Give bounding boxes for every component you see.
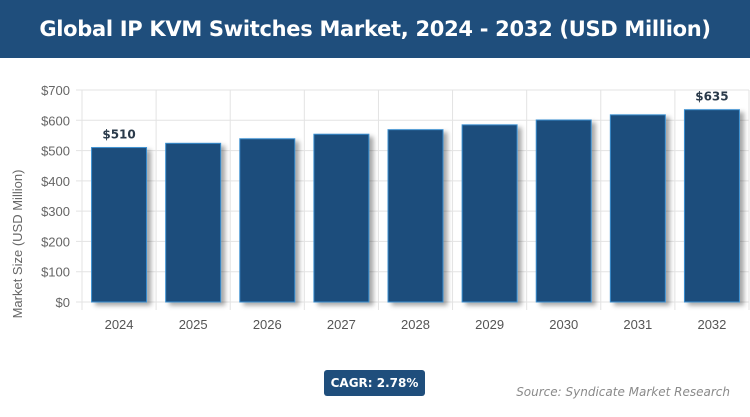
- y-tick-label: $400: [41, 174, 70, 189]
- x-tick-label: 2030: [549, 317, 578, 332]
- bar-chart: Market Size (USD Million) $0 $100 $200 $300…: [10, 83, 750, 332]
- x-tick-label: 2031: [623, 317, 652, 332]
- x-tick-label: 2029: [475, 317, 504, 332]
- bar-2025: [165, 142, 222, 303]
- y-tick-label: $200: [41, 234, 70, 249]
- title-bar: Global IP KVM Switches Market, 2024 - 20…: [0, 0, 750, 58]
- y-axis-label: Market Size (USD Million): [10, 170, 25, 319]
- x-tick-label: 2024: [105, 317, 134, 332]
- bar-2031: [609, 114, 666, 303]
- data-label: $510: [102, 128, 135, 142]
- bar-2030: [535, 119, 592, 303]
- y-tick-label: $100: [41, 265, 70, 280]
- x-tick-label: 2032: [697, 317, 726, 332]
- y-tick-label: $300: [41, 204, 70, 219]
- x-tick-label: 2027: [327, 317, 356, 332]
- bar-2028: [387, 129, 444, 303]
- bar-2026: [239, 138, 296, 303]
- chart-title: Global IP KVM Switches Market, 2024 - 20…: [39, 17, 711, 41]
- x-tick-label: 2028: [401, 317, 430, 332]
- y-tick-label: $500: [41, 144, 70, 159]
- cagr-badge: CAGR: 2.78%: [324, 370, 425, 396]
- source-note: Source: Syndicate Market Research: [516, 385, 730, 399]
- y-tick-label: $0: [56, 295, 70, 310]
- bar-2027: [313, 133, 370, 303]
- y-tick-label: $700: [41, 83, 70, 98]
- data-label: $635: [695, 90, 728, 104]
- x-tick-label: 2026: [253, 317, 282, 332]
- x-tick-label: 2025: [179, 317, 208, 332]
- y-tick-label: $600: [41, 113, 70, 128]
- bar-2032: [683, 109, 740, 303]
- bar-2029: [461, 124, 518, 303]
- bar-2024: [91, 147, 148, 303]
